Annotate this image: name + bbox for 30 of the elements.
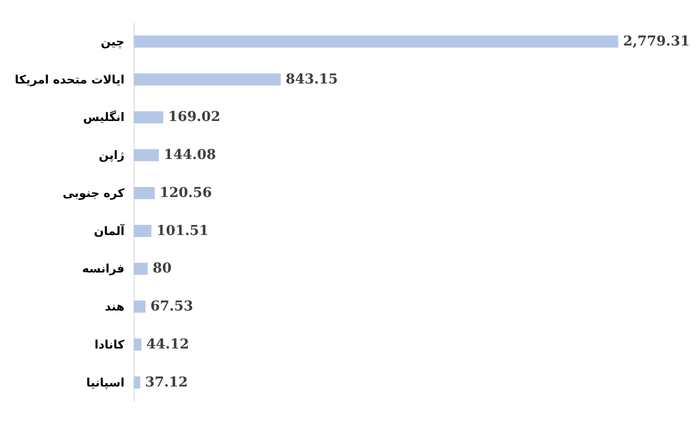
bar xyxy=(134,73,281,86)
bar xyxy=(134,262,148,275)
data-label: 67.53 xyxy=(150,298,194,315)
y-tick-label: کانادا xyxy=(94,337,125,352)
y-tick-label: آلمان xyxy=(94,222,126,238)
y-tick-label: چین xyxy=(100,34,124,48)
data-label: 37.12 xyxy=(145,374,188,390)
bar xyxy=(134,376,140,388)
data-label: 44.12 xyxy=(146,336,190,352)
y-tick-label: انگلیس xyxy=(83,110,124,124)
bar xyxy=(134,111,164,124)
bar xyxy=(134,338,142,351)
bar xyxy=(134,35,618,48)
y-tick-label: هند xyxy=(104,300,124,314)
data-label: 169.02 xyxy=(168,109,220,126)
bar xyxy=(134,224,152,237)
bar xyxy=(134,186,155,200)
y-tick-label: فرانسه xyxy=(82,262,124,276)
data-label: 144.08 xyxy=(164,147,216,164)
data-label: 80 xyxy=(152,260,172,277)
bar xyxy=(134,300,146,313)
data-label: 120.56 xyxy=(160,184,212,201)
bar xyxy=(134,149,159,162)
y-tick-label: ایالات متحده امریکا xyxy=(14,72,124,86)
y-tick-label: ژاپن xyxy=(98,148,124,162)
y-tick-label: اسپانیا xyxy=(86,375,124,390)
data-label: 2,779.31 xyxy=(623,33,690,50)
data-label: 101.51 xyxy=(156,222,209,239)
data-label: 843.15 xyxy=(286,71,338,88)
y-tick-label: کره جنوبی xyxy=(62,186,125,200)
